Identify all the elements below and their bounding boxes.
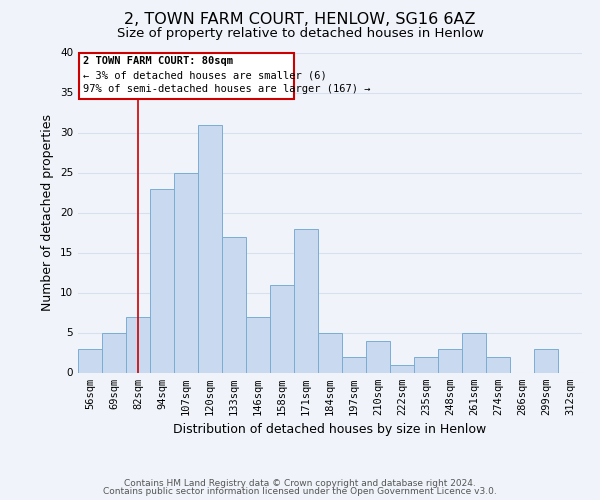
Bar bbox=[270, 284, 294, 372]
Bar bbox=[174, 172, 198, 372]
Bar bbox=[366, 340, 390, 372]
Bar bbox=[462, 332, 486, 372]
Bar bbox=[222, 236, 246, 372]
Bar bbox=[390, 364, 414, 372]
Text: 2, TOWN FARM COURT, HENLOW, SG16 6AZ: 2, TOWN FARM COURT, HENLOW, SG16 6AZ bbox=[124, 12, 476, 28]
Bar bbox=[102, 332, 126, 372]
Bar bbox=[342, 356, 366, 372]
Bar bbox=[318, 332, 342, 372]
Bar bbox=[438, 348, 462, 372]
Bar bbox=[246, 316, 270, 372]
Bar bbox=[150, 188, 174, 372]
Bar bbox=[534, 348, 558, 372]
Y-axis label: Number of detached properties: Number of detached properties bbox=[41, 114, 55, 311]
FancyBboxPatch shape bbox=[79, 52, 294, 99]
Bar bbox=[126, 316, 150, 372]
Bar bbox=[78, 348, 102, 372]
Text: Contains HM Land Registry data © Crown copyright and database right 2024.: Contains HM Land Registry data © Crown c… bbox=[124, 478, 476, 488]
Text: 97% of semi-detached houses are larger (167) →: 97% of semi-detached houses are larger (… bbox=[83, 84, 370, 94]
X-axis label: Distribution of detached houses by size in Henlow: Distribution of detached houses by size … bbox=[173, 423, 487, 436]
Bar bbox=[198, 124, 222, 372]
Text: 2 TOWN FARM COURT: 80sqm: 2 TOWN FARM COURT: 80sqm bbox=[83, 56, 233, 66]
Bar bbox=[486, 356, 510, 372]
Text: ← 3% of detached houses are smaller (6): ← 3% of detached houses are smaller (6) bbox=[83, 70, 326, 80]
Bar bbox=[414, 356, 438, 372]
Bar bbox=[294, 228, 318, 372]
Text: Contains public sector information licensed under the Open Government Licence v3: Contains public sector information licen… bbox=[103, 487, 497, 496]
Text: Size of property relative to detached houses in Henlow: Size of property relative to detached ho… bbox=[116, 28, 484, 40]
